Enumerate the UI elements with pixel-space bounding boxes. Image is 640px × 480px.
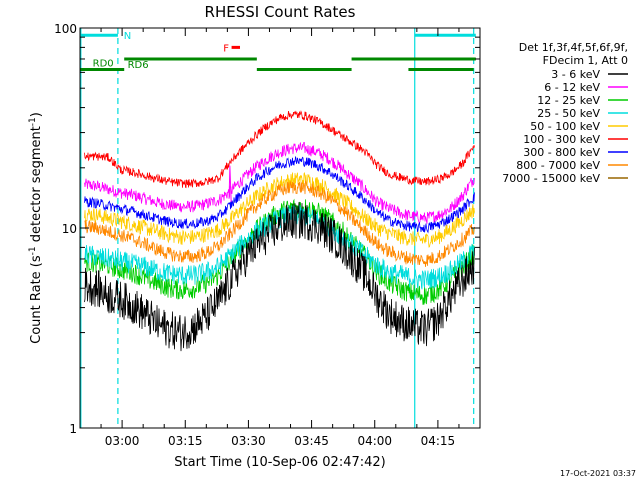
annotation-bars: N F RD0 RD6 xyxy=(80,31,476,72)
series-group xyxy=(84,110,475,352)
footer-date: 17-Oct-2021 03:37 xyxy=(560,469,636,478)
x-tick-label-0: 03:00 xyxy=(105,434,140,448)
legend-label-3: 25 - 50 keV xyxy=(537,107,600,120)
y-axis-label-sup2: -1 xyxy=(28,117,38,126)
y-tick-label-2: 100 xyxy=(54,22,77,36)
x-axis-label: Start Time (10-Sep-06 02:47:42) xyxy=(174,455,385,470)
annotation-label-2: F xyxy=(223,43,229,54)
x-tick-label-3: 03:45 xyxy=(294,434,329,448)
series-line-5 xyxy=(84,110,475,189)
y-axis-label: Count Rate (s-1 detector segment-1) xyxy=(28,112,44,344)
annotation-label-0: N xyxy=(124,31,131,42)
annotation-label-3: RD0 xyxy=(93,59,114,70)
x-tick-label-5: 04:15 xyxy=(421,434,456,448)
legend-label-8: 7000 - 15000 keV xyxy=(502,172,600,185)
series-line-0 xyxy=(84,202,475,352)
legend-label-7: 800 - 7000 keV xyxy=(516,159,600,172)
x-tick-label-2: 03:30 xyxy=(231,434,266,448)
series-line-7 xyxy=(84,179,475,267)
legend-header-line1: Det 1f,3f,4f,5f,6f,9f, xyxy=(519,41,628,54)
series-line-1 xyxy=(84,141,475,224)
legend-label-1: 6 - 12 keV xyxy=(544,81,600,94)
legend-header-line2: FDecim 1, Att 0 xyxy=(543,54,628,67)
x-tick-label-4: 04:00 xyxy=(357,434,392,448)
y-tick-label-1: 10 xyxy=(62,222,77,236)
y-tick-label-0: 1 xyxy=(69,422,77,436)
legend-label-6: 300 - 800 keV xyxy=(523,146,600,159)
legend-label-0: 3 - 6 keV xyxy=(551,68,600,81)
y-axis-label-part3: ) xyxy=(29,112,44,117)
legend-label-2: 12 - 25 keV xyxy=(537,94,600,107)
y-axis-label-sup1: -1 xyxy=(28,246,38,255)
axes: 03:00 03:15 03:30 03:45 04:00 04:15 1 10 100 xyxy=(54,22,480,448)
chart-title: RHESSI Count Rates xyxy=(205,3,356,21)
y-axis-label-part2: detector segment xyxy=(29,126,44,246)
legend-label-5: 100 - 300 keV xyxy=(523,133,600,146)
legend-label-4: 50 - 100 keV xyxy=(530,120,600,133)
annotation-label-4: RD6 xyxy=(128,60,149,71)
series-line-6 xyxy=(84,156,475,234)
x-tick-label-1: 03:15 xyxy=(168,434,203,448)
series-spike xyxy=(228,165,232,202)
y-axis-label-part1: Count Rate (s xyxy=(29,255,44,344)
